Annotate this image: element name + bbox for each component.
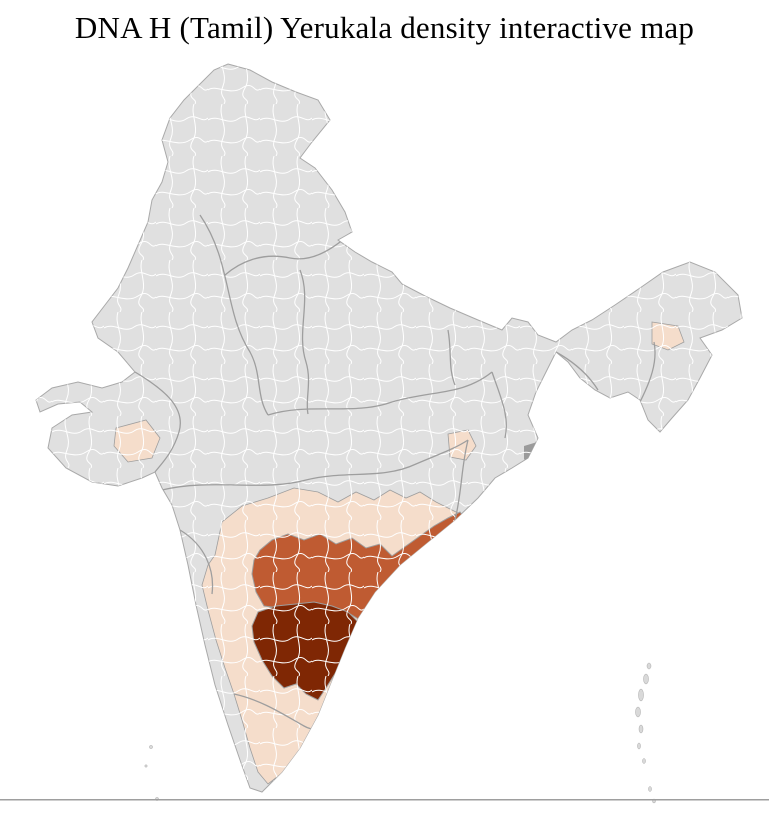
map-title: DNA H (Tamil) Yerukala density interacti… bbox=[74, 10, 695, 45]
bottom-divider bbox=[0, 799, 769, 801]
andaman-islands[interactable] bbox=[635, 662, 656, 804]
lakshadweep-islands[interactable] bbox=[144, 745, 159, 801]
state-borders bbox=[134, 214, 656, 730]
